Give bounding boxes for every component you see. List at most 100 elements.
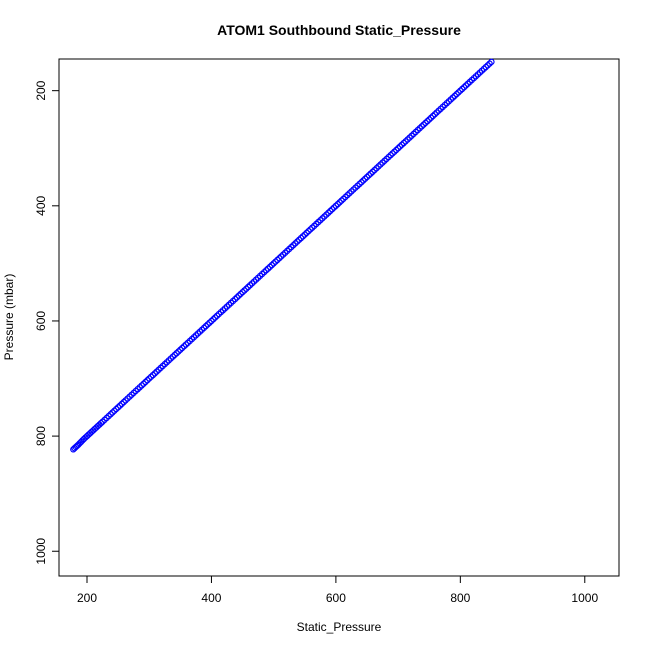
data-point [239,288,246,296]
data-point [422,119,429,127]
data-point [387,151,394,159]
data-point [235,292,243,299]
data-point [338,197,345,204]
data-point [330,204,338,211]
data-point [120,398,127,406]
data-point [206,319,213,326]
data-point [113,405,120,413]
data-point [149,371,157,379]
data-point [457,87,464,94]
data-point [200,324,208,332]
data-point [328,206,336,213]
x-tick-label: 400 [201,591,221,605]
data-point [171,351,178,359]
data-point [460,84,468,91]
data-point [178,344,186,352]
data-point [301,231,308,238]
data-point [336,199,343,206]
plot-frame [58,58,620,577]
data-point [169,353,177,360]
data-point [424,117,431,125]
data-point [173,349,180,357]
data-point [365,172,373,179]
data-point [140,380,147,387]
data-point [391,148,398,155]
data-point [116,402,124,409]
y-tick-label: 1000 [34,538,48,565]
data-point [263,267,270,274]
data-point [111,407,118,414]
data-point [107,411,114,418]
data-point [360,177,367,184]
data-point [272,258,279,265]
data-point [151,370,159,377]
data-point [213,312,221,319]
data-point [276,255,283,262]
data-point [266,263,274,271]
data-point [299,233,307,240]
data-point [334,200,341,208]
data-point [264,265,272,272]
data-point [210,316,217,323]
data-point [97,419,105,427]
data-point [175,348,182,355]
data-point [202,322,210,330]
data-point [233,294,241,301]
data-point [211,314,219,321]
data-point [363,173,371,181]
data-point [459,85,466,93]
data-point [356,180,363,188]
data-point [294,238,301,245]
data-point [118,400,126,408]
data-point [486,60,493,67]
data-point [488,58,495,66]
data-point [237,290,244,298]
data-point [462,82,470,89]
data-point [455,89,462,96]
data-point [268,261,275,269]
data-point [307,226,314,233]
data-point [418,123,425,130]
data-point [427,114,435,121]
data-point [208,317,215,325]
data-point [453,90,460,98]
data-point [244,283,252,291]
data-point [482,63,490,71]
data-point [327,207,334,215]
data-point [332,202,340,210]
data-point [394,145,402,152]
data-point [420,121,427,128]
data-point [426,116,433,123]
data-point [243,285,250,292]
data-point [449,94,457,101]
data-point [480,65,488,72]
data-point [180,343,188,350]
data-point [484,62,491,69]
x-tick-label: 200 [77,591,97,605]
data-point [142,378,149,386]
chart-title: ATOM1 Southbound Static_Pressure [217,22,461,38]
data-point [274,256,281,264]
data-point [147,373,155,380]
data-point [231,295,239,303]
data-point [182,341,190,348]
data-point [138,382,145,389]
data-point [369,168,376,176]
data-point [295,236,303,243]
data-point [241,287,248,294]
data-point [361,175,369,182]
data-point [367,170,374,177]
data-point [177,346,184,353]
data-point [204,321,211,328]
data-point [325,209,332,216]
y-axis: 200 400 600 800 1000 [34,80,60,565]
x-tick-label: 800 [450,591,470,605]
data-point [400,139,407,147]
data-point [431,111,439,118]
data-point [146,375,153,382]
data-point [144,377,151,384]
data-point [358,179,365,186]
data-point [114,404,122,411]
data-point [429,112,437,120]
